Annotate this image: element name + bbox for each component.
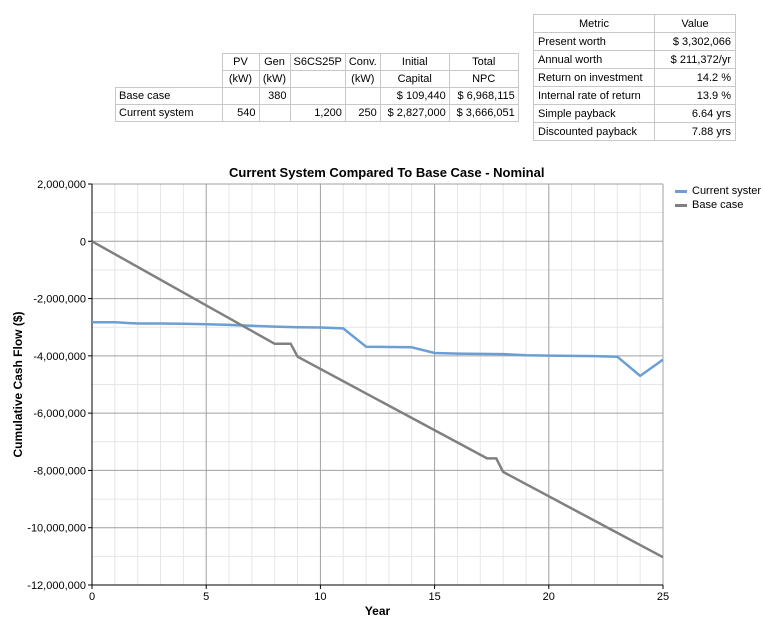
table-row-base-case[interactable]: Base case 380 $ 109,440 $ 6,968,115	[115, 87, 519, 105]
comparison-table: PV Gen S6CS25P Conv. Initial Total (kW) …	[115, 53, 519, 122]
x-tick-label: 20	[543, 591, 555, 603]
metric-name: Internal rate of return	[533, 86, 655, 105]
y-tick-label: -12,000,000	[27, 580, 86, 592]
x-tick-label: 10	[314, 591, 326, 603]
y-axis-label: Cumulative Cash Flow ($)	[11, 311, 25, 457]
chart-title: Current System Compared To Base Case - N…	[229, 165, 545, 180]
y-tick-label: 2,000,000	[37, 179, 86, 191]
cell-pv: 540	[221, 104, 260, 122]
table-row[interactable]: Discounted payback 7.88 yrs	[533, 122, 736, 141]
chart-legend: Current syster Base case	[675, 184, 761, 212]
y-tick-label: -2,000,000	[33, 294, 86, 306]
y-tick-label: -6,000,000	[33, 408, 86, 420]
x-tick-label: 25	[657, 591, 669, 603]
label-layer: 0 5 10 15 20 25 2,000,000 0 -2,000,000 -4,000,000…	[11, 179, 669, 618]
y-tick-label: 0	[80, 236, 86, 248]
legend-label-base: Base case	[692, 199, 744, 211]
axis-layer	[88, 183, 664, 589]
series-layer	[91, 240, 664, 559]
series-line-base-case	[91, 240, 664, 559]
cell-initial: $ 2,827,000	[379, 104, 450, 122]
header-initial: Initial	[379, 53, 450, 71]
x-tick-label: 0	[89, 591, 95, 603]
x-axis-label: Year	[365, 604, 391, 618]
table-row[interactable]: Simple payback 6.64 yrs	[533, 104, 736, 123]
y-tick-label: -10,000,000	[27, 523, 86, 535]
row-label: Current system	[115, 104, 223, 122]
x-tick-label: 15	[428, 591, 440, 603]
legend-item-base[interactable]: Base case	[675, 198, 761, 212]
metric-value: 7.88 yrs	[654, 122, 736, 141]
cell-npc: $ 3,666,051	[448, 104, 519, 122]
metric-name: Discounted payback	[533, 122, 655, 141]
row-label: Base case	[115, 87, 223, 105]
metrics-table: Metric Value Present worth $ 3,302,066 A…	[533, 14, 736, 141]
metric-value: 14.2 %	[654, 68, 736, 87]
cell-conv: 250	[344, 104, 381, 122]
metric-name: Simple payback	[533, 104, 655, 123]
legend-swatch-base	[675, 203, 687, 207]
cell-initial: $ 109,440	[379, 87, 450, 105]
y-tick-label: -4,000,000	[33, 351, 86, 363]
legend-label-current: Current syster	[692, 185, 762, 197]
y-tick-label: -8,000,000	[33, 465, 86, 477]
legend-item-current[interactable]: Current syster	[675, 184, 761, 198]
grid-layer	[91, 183, 664, 586]
table-row[interactable]: Internal rate of return 13.9 %	[533, 86, 736, 105]
legend-swatch-current	[675, 189, 687, 193]
series-line-current-system	[92, 321, 664, 378]
metric-value: $ 3,302,066	[654, 32, 736, 51]
x-tick-label: 5	[203, 591, 209, 603]
cell-gen: 380	[258, 87, 291, 105]
table-row-current-system[interactable]: Current system 540 1,200 250 $ 2,827,000…	[115, 104, 519, 122]
cell-s6: 1,200	[289, 104, 346, 122]
comparison-header-row-1: PV Gen S6CS25P Conv. Initial Total	[116, 53, 519, 71]
